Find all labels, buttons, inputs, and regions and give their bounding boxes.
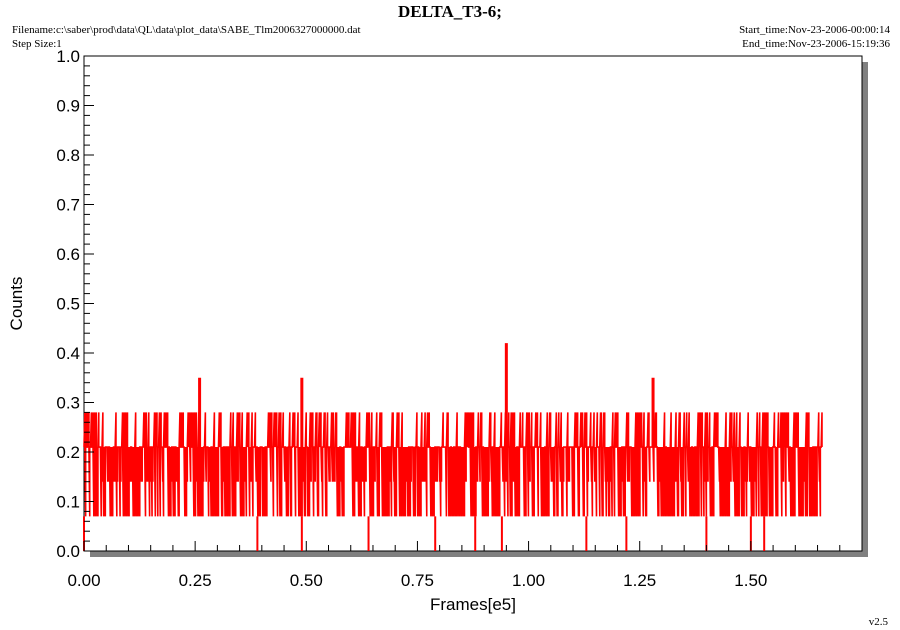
x-tick-label: 0.75 [401,571,434,590]
y-tick-label: 0.7 [56,196,80,215]
x-tick-label: 0.50 [290,571,323,590]
label-layer: 0.0 0.1 0.2 0.3 0.4 0.5 0.6 0.7 0.8 0.9 1.0 0.00 0.2… [56,47,767,590]
x-tick-label: 1.00 [512,571,545,590]
x-tick-label: 0.25 [179,571,212,590]
x-tick-label: 1.25 [623,571,656,590]
version-label: v2.5 [868,616,888,628]
end-time-label: End_time:Nov-23-2006-15:19:36 [742,38,890,50]
start-time-label: Start_time:Nov-23-2006-00:00:14 [739,24,890,36]
y-tick-label: 0.0 [56,542,80,561]
y-tick-label: 0.1 [56,493,80,512]
x-tick-label: 1.50 [734,571,767,590]
y-tick-label: 0.3 [56,394,80,413]
y-tick-label: 0.2 [56,443,80,462]
x-tick-label: 0.00 [67,571,100,590]
y-tick-label: 0.9 [56,97,80,116]
tick-layer [83,55,863,552]
filename-label: Filename:c:\saber\prod\data\QL\data\plot… [12,24,361,36]
y-tick-label: 1.0 [56,47,80,66]
x-axis-title: Frames[e5] [430,595,516,614]
chart-title: DELTA_T3-6; [398,2,502,21]
y-tick-label: 0.5 [56,295,80,314]
series-line [83,412,823,517]
series-layer [83,343,823,551]
y-axis-title: Counts [7,277,26,331]
y-tick-label: 0.6 [56,245,80,264]
y-tick-label: 0.8 [56,146,80,165]
step-size-label: Step Size:1 [12,38,62,50]
y-tick-label: 0.4 [56,344,80,363]
